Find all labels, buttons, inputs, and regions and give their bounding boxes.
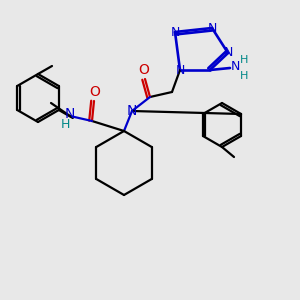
Text: N: N (170, 26, 180, 38)
Text: N: N (65, 107, 75, 121)
Text: N: N (230, 61, 240, 74)
Text: H: H (240, 55, 248, 65)
Text: O: O (139, 63, 149, 77)
Text: H: H (240, 71, 248, 81)
Text: O: O (90, 85, 101, 99)
Text: H: H (60, 118, 70, 131)
Text: N: N (127, 104, 137, 118)
Text: N: N (223, 46, 233, 59)
Text: N: N (175, 64, 185, 76)
Text: N: N (207, 22, 217, 34)
